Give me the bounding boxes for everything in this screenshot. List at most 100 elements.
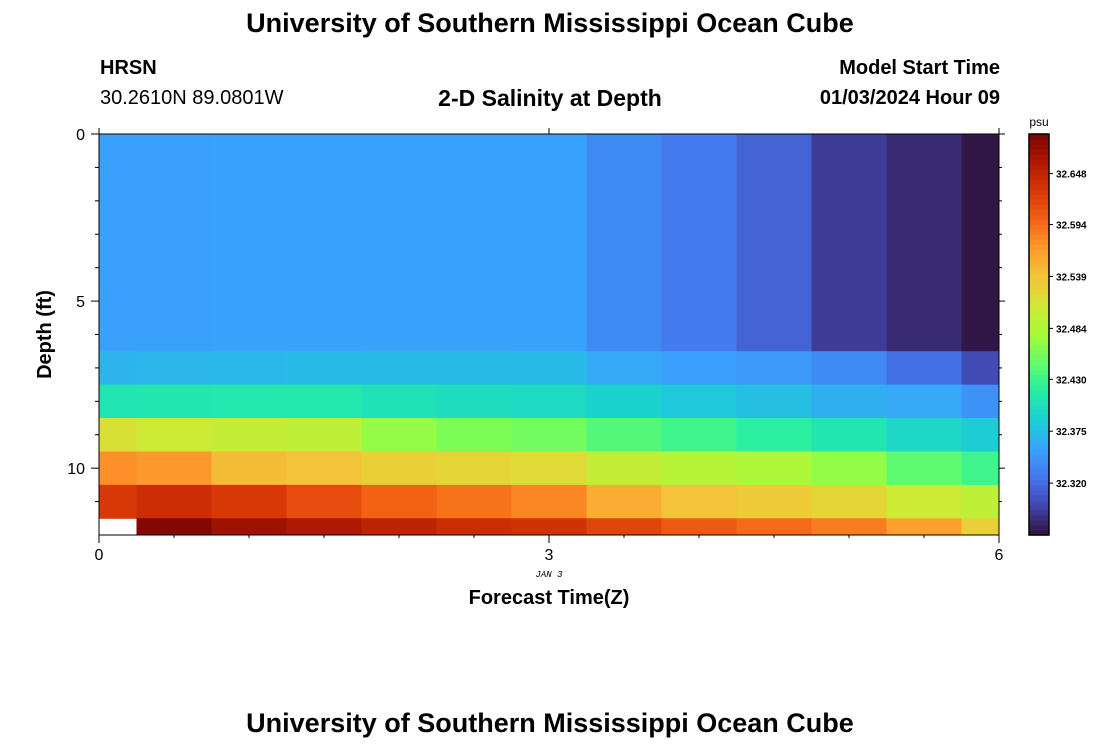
colorbar-segment <box>1029 339 1049 346</box>
heatmap-cell <box>436 351 512 386</box>
heatmap-cell <box>886 451 962 486</box>
heatmap-cell <box>961 518 1000 536</box>
colorbar-segment <box>1029 359 1049 366</box>
colorbar-segment <box>1029 444 1049 451</box>
heatmap-cell <box>361 384 437 419</box>
heatmap-cell <box>211 418 287 452</box>
heatmap-cell <box>436 418 512 452</box>
heatmap-cell <box>211 134 287 352</box>
heatmap-cell <box>136 484 212 519</box>
heatmap-cell <box>361 351 437 386</box>
colorbar-segment <box>1029 454 1049 461</box>
colorbar-segment <box>1029 424 1049 431</box>
colorbar-segment <box>1029 514 1049 521</box>
colorbar-segment <box>1029 209 1049 215</box>
colorbar-segment <box>1029 439 1049 446</box>
colorbar-segment <box>1029 529 1049 536</box>
heatmap-cell <box>886 518 962 536</box>
heatmap-cell <box>586 518 662 536</box>
colorbar-segment <box>1029 434 1049 441</box>
heatmap-cell <box>586 418 662 452</box>
heatmap-cell <box>961 351 1000 386</box>
heatmap-cell <box>511 451 587 486</box>
heatmap-cell <box>99 134 137 352</box>
colorbar-segment <box>1029 254 1049 260</box>
heatmap-cell <box>961 384 1000 419</box>
colorbar-segment <box>1029 524 1049 531</box>
colorbar-segment <box>1029 449 1049 456</box>
colorbar-segment <box>1029 159 1049 165</box>
colorbar-segment <box>1029 399 1049 406</box>
heatmap-cell <box>586 484 662 519</box>
colorbar-tick-label: 32.594 <box>1056 221 1087 232</box>
heatmap-cell <box>961 418 1000 452</box>
y-tick-label: 10 <box>67 461 85 478</box>
colorbar-segment <box>1029 169 1049 175</box>
colorbar-tick-label: 32.648 <box>1056 170 1087 181</box>
heatmap-cell <box>736 384 812 419</box>
heatmap-cell <box>961 484 1000 519</box>
colorbar-segment <box>1029 409 1049 416</box>
heatmap-cell <box>286 134 362 352</box>
heatmap-cell <box>961 134 1000 352</box>
colorbar-segment <box>1029 319 1049 326</box>
colorbar-unit: psu <box>1029 115 1048 129</box>
colorbar-segment <box>1029 304 1049 311</box>
colorbar-tick-label: 32.375 <box>1056 427 1087 438</box>
station-code: HRSN <box>100 57 157 79</box>
heatmap-cell <box>99 451 137 486</box>
heatmap-cell <box>361 484 437 519</box>
heatmap-cell <box>811 134 887 352</box>
colorbar-segment <box>1029 389 1049 396</box>
heatmap-cell <box>811 351 887 386</box>
heatmap-cell <box>811 418 887 452</box>
heatmap-cell <box>661 134 737 352</box>
heatmap-cell <box>286 518 362 536</box>
heatmap-cell <box>661 451 737 486</box>
colorbar-segment <box>1029 509 1049 516</box>
heatmap-cell <box>811 518 887 536</box>
heatmap-cell <box>211 518 287 536</box>
heatmap-cell <box>511 351 587 386</box>
colorbar-segment <box>1029 214 1049 220</box>
heatmap-cell <box>361 418 437 452</box>
colorbar-segment <box>1029 349 1049 356</box>
y-tick-label: 0 <box>76 127 85 144</box>
heatmap-cell <box>99 484 137 519</box>
heatmap-cell <box>99 418 137 452</box>
heatmap-cell <box>811 451 887 486</box>
heatmap-cell <box>511 134 587 352</box>
heatmap-cell <box>286 418 362 452</box>
colorbar-segment <box>1029 474 1049 481</box>
heatmap-cell <box>286 484 362 519</box>
model-start-label: Model Start Time <box>839 57 1000 79</box>
heatmap-cell <box>436 134 512 352</box>
colorbar-segment <box>1029 134 1049 140</box>
colorbar-segment <box>1029 494 1049 501</box>
heatmap-cell <box>811 384 887 419</box>
heatmap-cell <box>661 484 737 519</box>
colorbar-segment <box>1029 504 1049 511</box>
colorbar-segment <box>1029 429 1049 436</box>
plot-title: 2-D Salinity at Depth <box>438 85 662 111</box>
heatmap-cell <box>436 518 512 536</box>
heatmap-cell <box>361 134 437 352</box>
colorbar-segment <box>1029 164 1049 170</box>
colorbar-segment <box>1029 194 1049 200</box>
colorbar-tick-label: 32.320 <box>1056 479 1087 490</box>
colorbar-segment <box>1029 224 1049 230</box>
colorbar-tick-label: 32.484 <box>1056 324 1087 335</box>
colorbar-segment <box>1029 149 1049 155</box>
heatmap-cell <box>436 484 512 519</box>
heatmap-cell <box>886 418 962 452</box>
station-coordinates: 30.2610N 89.0801W <box>100 87 284 109</box>
colorbar-segment <box>1029 184 1049 190</box>
colorbar-segment <box>1029 364 1049 371</box>
colorbar-segment <box>1029 234 1049 240</box>
colorbar-segment <box>1029 229 1049 235</box>
model-start-time: 01/03/2024 Hour 09 <box>819 87 1000 109</box>
colorbar-segment <box>1029 299 1049 306</box>
colorbar-segment <box>1029 284 1049 290</box>
heatmap-cell <box>511 418 587 452</box>
colorbar-segment <box>1029 189 1049 195</box>
